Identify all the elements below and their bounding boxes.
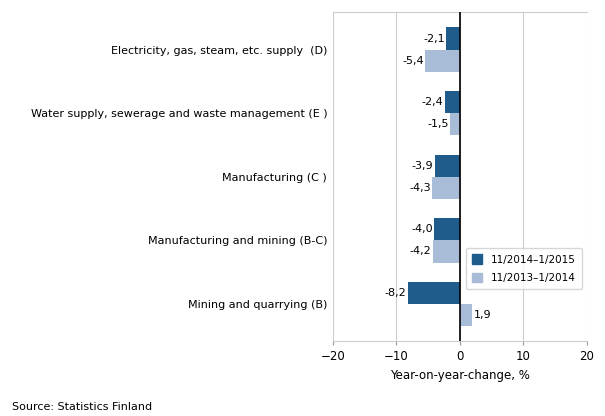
Text: -3,9: -3,9 [412,161,433,171]
Text: -2,4: -2,4 [421,97,443,107]
Text: -4,3: -4,3 [409,183,431,193]
X-axis label: Year-on-year-change, %: Year-on-year-change, % [390,369,530,382]
Bar [433,177,460,199]
Bar [425,50,460,72]
Bar [450,113,460,136]
Bar [433,240,460,262]
Bar [446,27,460,50]
Text: -1,5: -1,5 [427,119,449,129]
Text: -2,1: -2,1 [424,34,445,44]
Text: 1,9: 1,9 [474,310,491,320]
Bar [460,304,472,326]
Text: Source: Statistics Finland: Source: Statistics Finland [12,402,152,412]
Bar [434,218,460,240]
Legend: 11/2014–1/2015, 11/2013–1/2014: 11/2014–1/2015, 11/2013–1/2014 [465,248,581,290]
Bar [408,282,460,304]
Bar [435,155,460,177]
Text: -5,4: -5,4 [402,56,424,66]
Text: -8,2: -8,2 [384,288,406,298]
Text: -4,0: -4,0 [411,224,433,234]
Text: -4,2: -4,2 [410,247,431,257]
Bar [445,91,460,113]
